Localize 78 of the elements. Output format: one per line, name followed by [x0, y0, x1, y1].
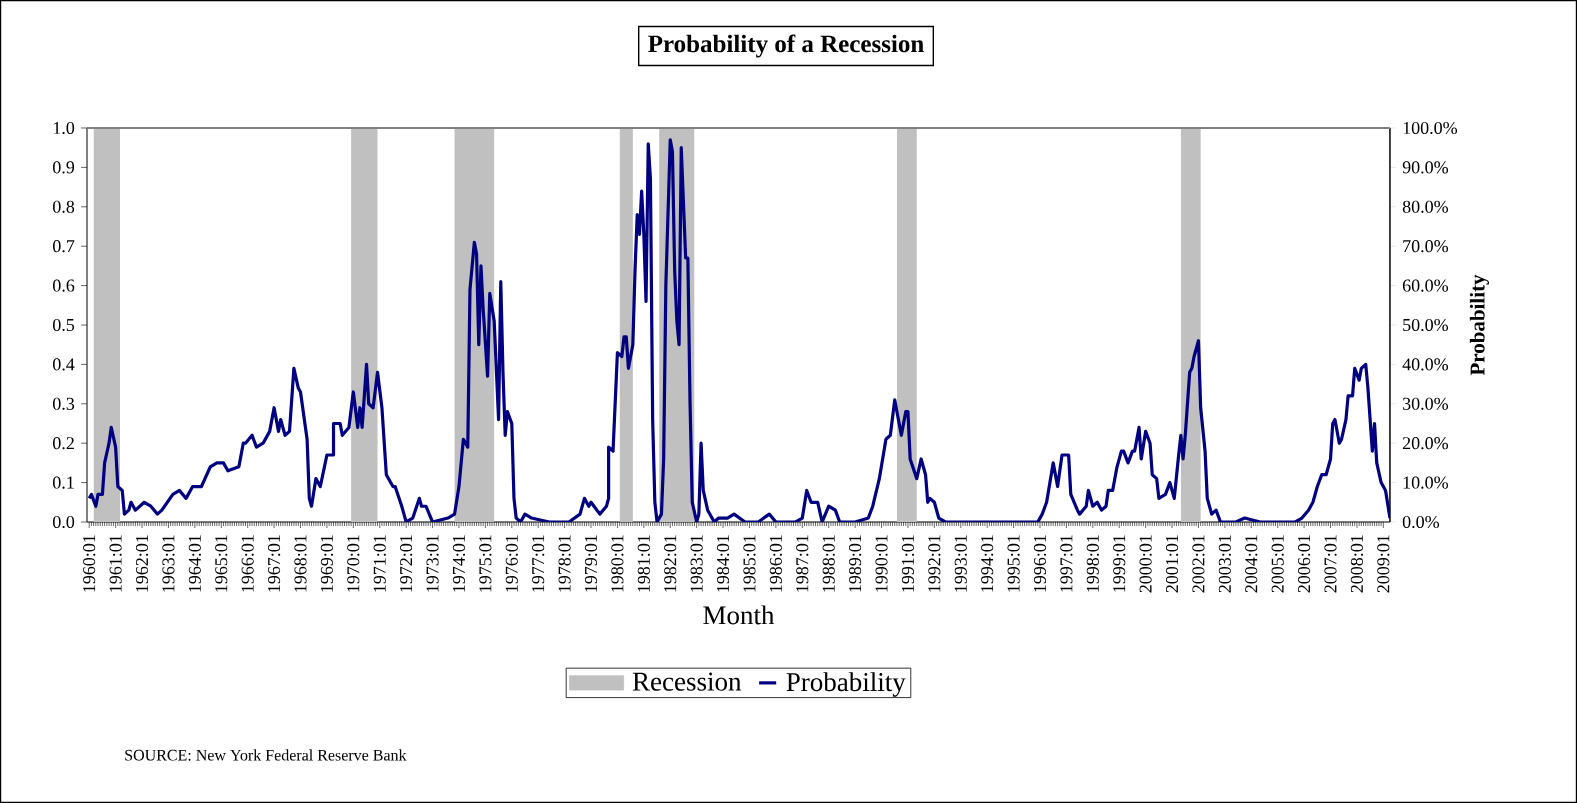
x-tick-label: 1988:01	[822, 535, 835, 592]
x-tick-label: 1971:01	[373, 535, 386, 592]
x-tick-label: 2000:01	[1139, 535, 1152, 593]
y2-tick-label: 60.0%	[1402, 279, 1449, 292]
y2-tick-label: 50.0%	[1403, 318, 1449, 332]
x-tick-label: 1973:01	[426, 535, 439, 592]
y-tick-label: 0.5	[53, 318, 75, 332]
x-tick-label: 1960:01	[83, 535, 96, 592]
x-tick-label: 1982:01	[664, 535, 677, 592]
x-tick-label: 1991:01	[901, 535, 915, 592]
x-tick-label: 1978:01	[558, 535, 571, 592]
y2-tick-label: 90.0%	[1402, 161, 1449, 174]
x-tick-label: 1969:01	[320, 535, 334, 592]
x-tick-label: 1980:01	[611, 535, 624, 592]
y-tick-label: 0.9	[53, 161, 75, 174]
x-tick-label: 1989:01	[849, 535, 862, 592]
x-tick-label: 1964:01	[188, 535, 201, 592]
x-tick-label: 2001:01	[1165, 535, 1179, 593]
x-tick-label: 1983:01	[690, 535, 703, 592]
x-axis-title: Month	[703, 605, 775, 625]
x-tick-label: 1997:01	[1060, 535, 1073, 592]
x-tick-label: 1962:01	[135, 535, 149, 592]
x-tick-label: 2002:01	[1192, 535, 1205, 593]
x-tick-label: 1981:01	[637, 535, 650, 592]
x-tick-label: 1994:01	[981, 535, 994, 592]
x-tick-label: 1990:01	[875, 535, 888, 592]
x-tick-label: 1992:01	[928, 535, 941, 592]
chart-title: Probability of a Recession	[648, 34, 924, 58]
y-tick-label: 1.0	[53, 121, 75, 135]
x-tick-label: 1968:01	[294, 535, 307, 592]
x-tick-label: 1965:01	[215, 535, 228, 592]
x-tick-label: 1974:01	[452, 535, 466, 592]
y2-tick-label: 20.0%	[1402, 437, 1449, 450]
y-tick-label: 0.2	[53, 437, 74, 450]
y-tick-label: 0.6	[53, 279, 75, 292]
y2-tick-label: 80.0%	[1402, 200, 1449, 213]
x-tick-label: 1986:01	[769, 535, 782, 592]
y-tick-label: 0.1	[53, 476, 74, 489]
x-tick-label: 1993:01	[954, 535, 967, 592]
y2-tick-label: 10.0%	[1403, 476, 1449, 489]
x-tick-label: 2008:01	[1350, 535, 1364, 593]
legend-label: Recession	[632, 672, 742, 691]
x-tick-label: 1999:01	[1113, 535, 1126, 592]
y2-tick-label: 70.0%	[1403, 240, 1449, 253]
y2-axis-title: Probability	[1469, 274, 1489, 376]
x-tick-label: 1995:01	[1007, 535, 1020, 592]
x-tick-label: 1985:01	[743, 535, 756, 592]
x-tick-label: 1967:01	[267, 535, 281, 592]
x-tick-label: 1972:01	[400, 535, 413, 592]
x-tick-label: 2005:01	[1271, 535, 1284, 593]
x-tick-label: 2004:01	[1245, 535, 1258, 593]
x-tick-label: 1966:01	[241, 535, 254, 592]
y-tick-label: 0.0	[53, 515, 75, 529]
y-tick-label: 0.3	[53, 397, 75, 410]
y-tick-label: 0.4	[53, 358, 75, 371]
x-tick-label: 2007:01	[1324, 535, 1337, 593]
x-tick-label: 1987:01	[796, 535, 809, 592]
x-tick-label: 1976:01	[505, 535, 518, 592]
x-tick-label: 1961:01	[109, 535, 122, 592]
x-tick-label: 1984:01	[716, 535, 730, 592]
x-tick-label: 1979:01	[584, 535, 598, 592]
x-tick-label: 1996:01	[1033, 535, 1047, 592]
legend-label: Probability	[786, 672, 906, 697]
y2-tick-label: 100.0%	[1403, 121, 1458, 135]
x-tick-label: 2003:01	[1218, 535, 1231, 593]
y2-tick-label: 0.0%	[1402, 515, 1440, 529]
x-tick-label: 1977:01	[532, 535, 545, 592]
x-tick-label: 2009:01	[1377, 535, 1390, 593]
x-tick-label: 1975:01	[479, 535, 492, 592]
x-tick-label: 1998:01	[1086, 535, 1099, 592]
y-tick-label: 0.7	[53, 240, 75, 253]
y-tick-label: 0.8	[53, 200, 75, 213]
y2-tick-label: 40.0%	[1402, 358, 1449, 371]
source-note: SOURCE: New York Federal Reserve Bank	[125, 749, 407, 761]
x-tick-label: 1963:01	[162, 535, 175, 592]
y2-tick-label: 30.0%	[1403, 397, 1449, 410]
x-tick-label: 2006:01	[1298, 535, 1311, 593]
x-tick-label: 1970:01	[347, 535, 360, 592]
